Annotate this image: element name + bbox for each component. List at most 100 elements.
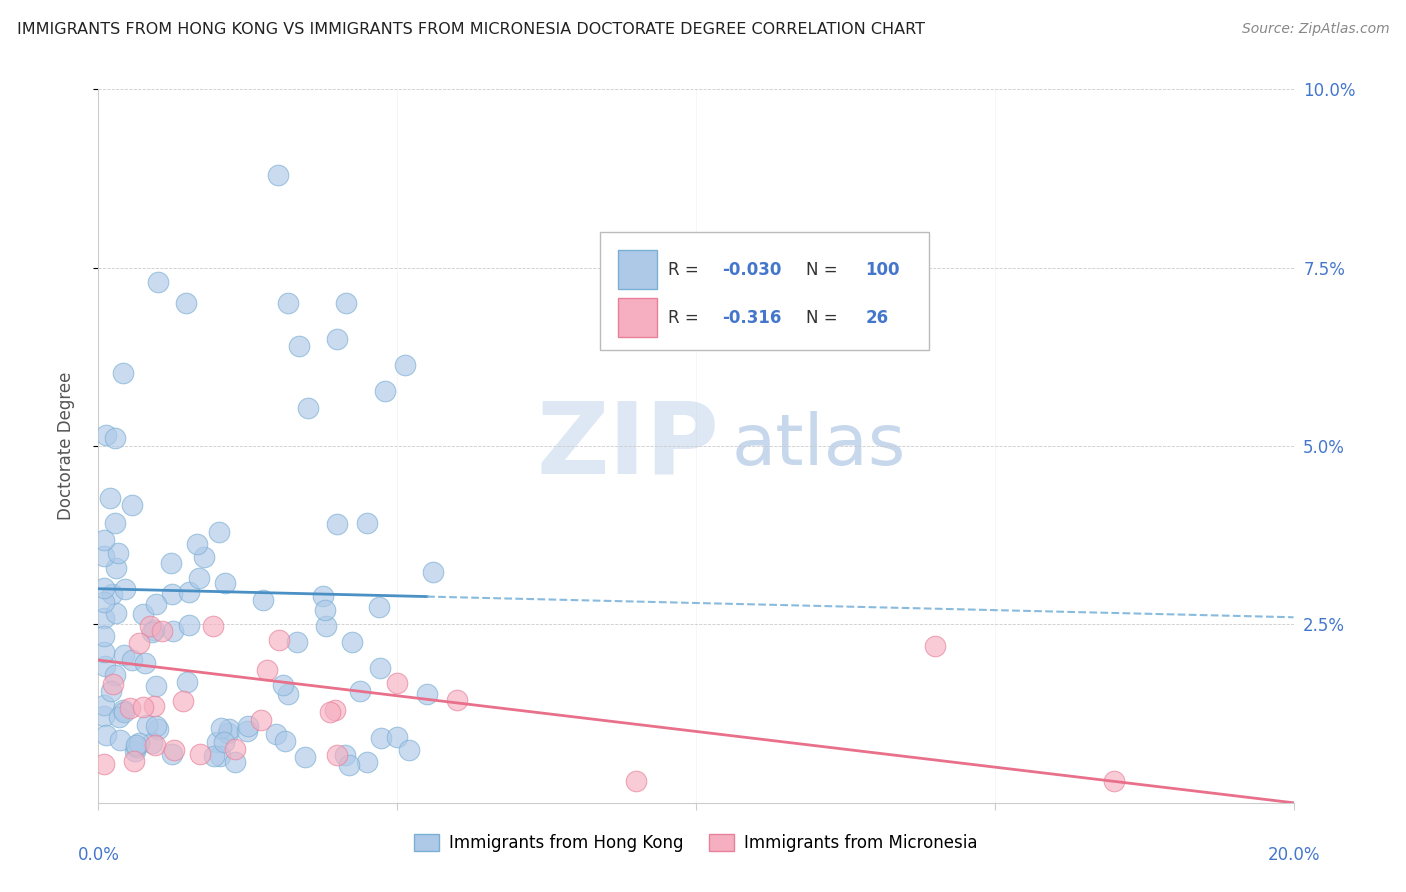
Text: N =: N = [806, 260, 838, 278]
Point [288, 339, 311, 353]
Point [177, 618, 200, 632]
Point [160, 556, 183, 570]
Point [100, 684, 122, 698]
Point [179, 584, 201, 599]
Point [112, 648, 135, 662]
Point [145, 597, 167, 611]
Point [249, 713, 271, 727]
Point [128, 636, 150, 650]
Point [208, 525, 231, 540]
Point [186, 537, 208, 551]
Point [209, 721, 232, 735]
Point [385, 675, 409, 690]
Point [285, 635, 308, 649]
Point [208, 748, 231, 763]
Point [256, 663, 278, 677]
Point [160, 587, 183, 601]
Point [143, 738, 166, 752]
Point [422, 566, 444, 580]
Y-axis label: Doctorate Degree: Doctorate Degree [56, 372, 75, 520]
Point [188, 571, 211, 585]
Point [315, 603, 337, 617]
Point [108, 709, 131, 723]
Point [335, 296, 357, 310]
Point [326, 748, 349, 763]
Point [416, 687, 439, 701]
Point [174, 296, 197, 310]
Point [98, 491, 121, 505]
Point [193, 550, 215, 565]
Point [104, 516, 127, 530]
Point [163, 743, 186, 757]
Point [141, 625, 163, 640]
Point [277, 296, 299, 310]
Text: 100: 100 [866, 260, 900, 278]
Point [339, 758, 361, 772]
Point [323, 703, 346, 717]
Point [385, 730, 409, 744]
Point [145, 679, 167, 693]
Point [112, 706, 135, 720]
Text: 0.0%: 0.0% [77, 846, 120, 863]
Point [224, 755, 246, 769]
Point [145, 719, 167, 733]
Point [264, 727, 287, 741]
Text: ZIP: ZIP [537, 398, 720, 494]
Point [141, 736, 163, 750]
Text: atlas: atlas [733, 411, 907, 481]
Point [446, 693, 468, 707]
Point [150, 624, 173, 638]
Point [104, 431, 127, 445]
Point [349, 683, 371, 698]
Point [122, 754, 145, 768]
Point [374, 384, 396, 399]
Point [160, 747, 183, 762]
Point [398, 743, 420, 757]
Point [1104, 774, 1126, 789]
Point [172, 694, 194, 708]
Point [93, 533, 115, 548]
Point [104, 668, 127, 682]
Point [202, 748, 225, 763]
Point [333, 747, 356, 762]
Text: 20.0%: 20.0% [1267, 846, 1320, 863]
Text: -0.316: -0.316 [723, 309, 782, 326]
Point [94, 659, 117, 673]
Point [188, 747, 211, 762]
Point [114, 582, 136, 596]
Point [269, 632, 291, 647]
Point [356, 516, 378, 531]
Point [118, 700, 141, 714]
Point [212, 735, 235, 749]
Point [93, 595, 115, 609]
Point [326, 332, 349, 346]
Point [368, 599, 391, 614]
Point [252, 593, 274, 607]
Point [267, 168, 290, 182]
FancyBboxPatch shape [600, 232, 929, 350]
Point [93, 709, 115, 723]
Point [224, 742, 246, 756]
Text: -0.030: -0.030 [723, 260, 782, 278]
Point [121, 498, 143, 512]
Point [112, 366, 135, 380]
Point [214, 576, 236, 591]
Point [319, 706, 342, 720]
Legend: Immigrants from Hong Kong, Immigrants from Micronesia: Immigrants from Hong Kong, Immigrants fr… [408, 827, 984, 859]
Point [93, 581, 115, 595]
Point [105, 561, 128, 575]
Text: Source: ZipAtlas.com: Source: ZipAtlas.com [1241, 22, 1389, 37]
Point [626, 774, 648, 789]
Point [277, 687, 299, 701]
Point [273, 734, 295, 748]
Point [297, 401, 319, 415]
Point [104, 606, 127, 620]
Point [93, 611, 115, 625]
Point [93, 629, 115, 643]
Point [148, 275, 170, 289]
Point [136, 718, 159, 732]
Point [128, 736, 150, 750]
Point [132, 700, 155, 714]
Point [205, 734, 228, 748]
Point [142, 699, 165, 714]
